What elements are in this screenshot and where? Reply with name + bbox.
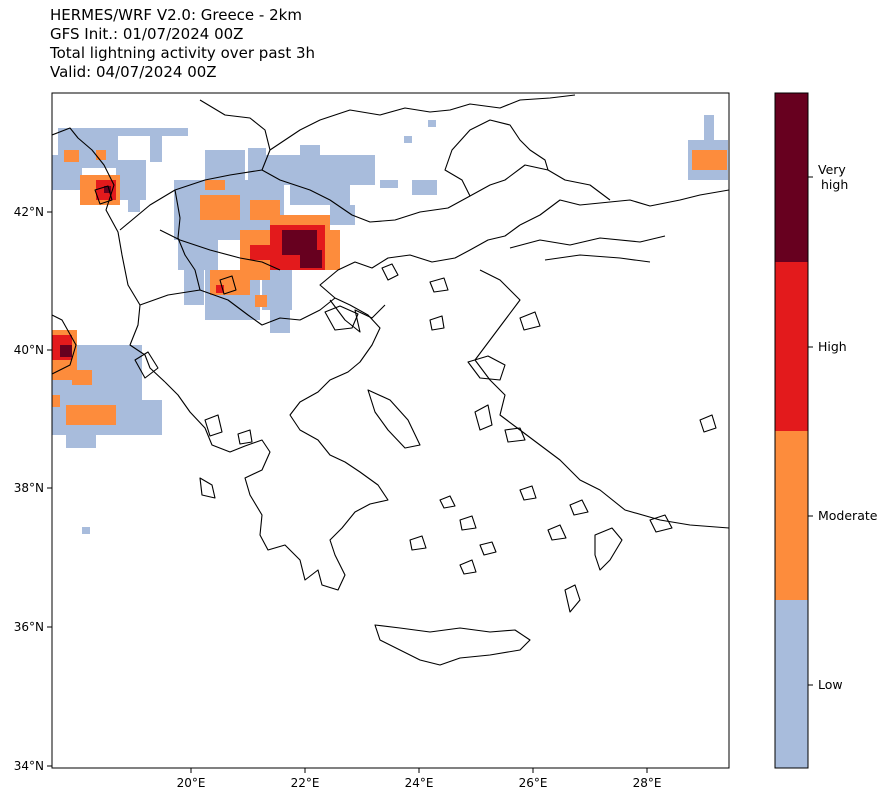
coastlines-and-borders (52, 94, 729, 666)
colorbar-segment-high (775, 262, 808, 431)
map-frame (51, 92, 730, 769)
lon-tick-label: 22°E (291, 776, 320, 790)
lon-tick-label: 20°E (177, 776, 206, 790)
lon-tick-label: 24°E (405, 776, 434, 790)
colorbar-label-very: Very (818, 162, 846, 177)
lon-axis: 20°E 22°E 24°E 26°E 28°E (177, 768, 662, 790)
map-title-block: HERMES/WRF V2.0: Greece - 2km GFS Init.:… (50, 6, 315, 82)
colorbar: Very high High Moderate Low (774, 92, 878, 769)
title-init: GFS Init.: 01/07/2024 00Z (50, 25, 244, 43)
lon-tick-label: 28°E (633, 776, 662, 790)
colorbar-label-moderate: Moderate (818, 508, 878, 523)
lat-tick-label: 36°N (14, 620, 44, 634)
lat-tick-label: 40°N (14, 343, 44, 357)
lat-axis: 34°N 36°N 38°N 40°N 42°N (14, 205, 52, 773)
title-model: HERMES/WRF V2.0: Greece - 2km (50, 6, 302, 24)
lat-tick-label: 42°N (14, 205, 44, 219)
colorbar-label-low: Low (818, 677, 843, 692)
lightning-field (52, 94, 729, 666)
colorbar-segment-very-high (775, 93, 808, 262)
colorbar-segment-moderate (775, 431, 808, 600)
lon-tick-label: 26°E (519, 776, 548, 790)
colorbar-label-high: High (818, 339, 847, 354)
title-valid: Valid: 04/07/2024 00Z (50, 63, 217, 81)
title-variable: Total lightning activity over past 3h (50, 44, 316, 62)
colorbar-label-high-word: high (821, 177, 848, 192)
colorbar-frame (774, 92, 809, 769)
lat-tick-label: 34°N (14, 759, 44, 773)
lat-tick-label: 38°N (14, 481, 44, 495)
lightning-very-high-cells (60, 186, 322, 357)
map-panel (52, 93, 729, 768)
colorbar-segment-low (775, 600, 808, 768)
